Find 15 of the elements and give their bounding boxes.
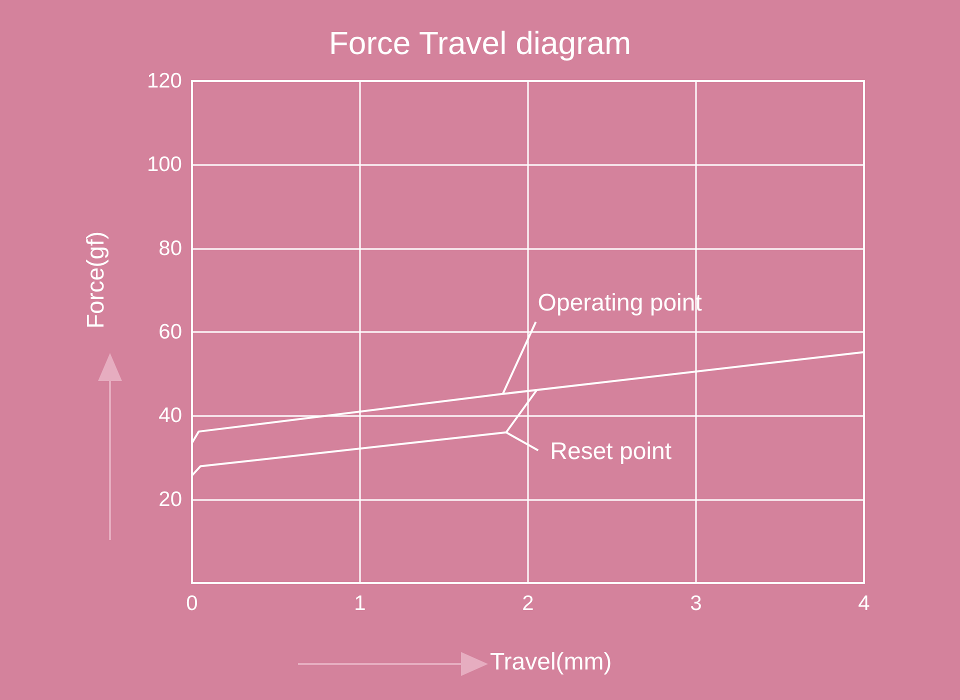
x-axis-title: Travel(mm) [490,648,612,676]
annotation: Reset point [550,438,672,465]
y-tick-label: 40 [158,404,182,428]
x-tick-label: 0 [186,592,198,615]
chart-title: Force Travel diagram [328,25,632,61]
y-axis-title: Force(gf) [82,231,110,329]
y-tick-label: 20 [158,488,182,511]
y-tick-label: 60 [158,320,182,344]
y-tick-label: 100 [146,153,182,176]
y-tick-label: 120 [146,70,182,92]
x-tick-label: 4 [858,592,870,615]
x-tick-label: 2 [522,592,534,615]
x-tick-label: 3 [690,592,702,615]
x-tick-label: 1 [354,592,366,615]
y-tick-label: 80 [158,236,182,260]
